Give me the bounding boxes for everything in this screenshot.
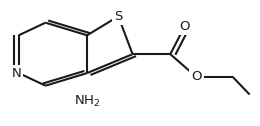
Text: O: O bbox=[179, 20, 190, 33]
Text: NH$_2$: NH$_2$ bbox=[74, 94, 100, 109]
Text: O: O bbox=[191, 70, 202, 83]
Text: N: N bbox=[12, 67, 22, 80]
Text: S: S bbox=[114, 10, 122, 23]
